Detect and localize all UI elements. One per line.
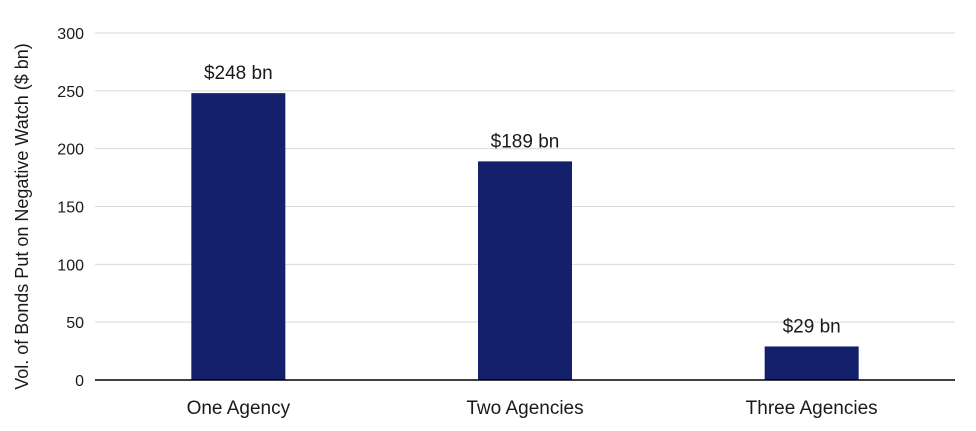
x-tick-label: Three Agencies [746,398,878,419]
x-axis-labels: One Agency Two Agencies Three Agencies [187,398,878,419]
data-labels: $248 bn $189 bn $29 bn [204,63,841,337]
y-tick-label: 200 [57,142,84,159]
y-tick-label: 0 [75,373,84,390]
y-tick-label: 50 [66,315,84,332]
x-tick-label: One Agency [187,398,291,419]
bar [764,346,859,380]
y-tick-label: 150 [57,200,84,217]
data-label: $29 bn [783,316,841,337]
bar [478,161,572,380]
data-label: $189 bn [491,131,560,152]
y-axis-title: Vol. of Bonds Put on Negative Watch ($ b… [12,43,32,390]
bar [191,93,286,380]
y-tick-label: 250 [57,84,84,101]
x-tick-label: Two Agencies [466,398,583,419]
bars [191,93,859,380]
y-axis-ticks: 0 50 100 150 200 250 300 [57,26,84,390]
y-tick-label: 100 [57,257,84,274]
data-label: $248 bn [204,63,273,84]
y-tick-label: 300 [57,26,84,43]
